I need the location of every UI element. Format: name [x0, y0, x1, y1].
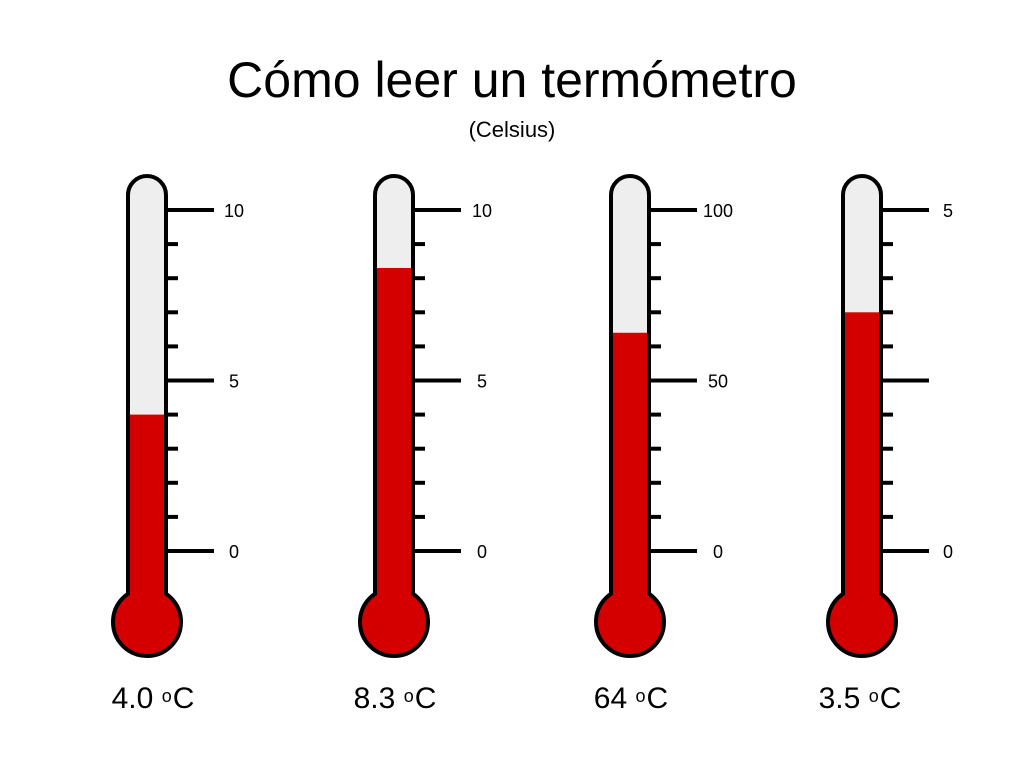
scale-label: 5 — [943, 201, 953, 221]
mercury-column — [377, 267, 411, 622]
scale-label: 0 — [229, 542, 239, 562]
reading-1: 4.0 oC — [111, 682, 195, 715]
reading-2: 8.3 oC — [353, 682, 437, 715]
thermometer-bulb — [111, 586, 183, 658]
reading-3: 64 oC — [593, 682, 669, 715]
scale-label: 5 — [229, 372, 239, 392]
page-subtitle: (Celsius) — [468, 117, 556, 142]
thermometer-2: 10 5 0 — [358, 174, 492, 658]
scale-label: 50 — [708, 372, 728, 392]
bulb-neck — [130, 584, 164, 596]
scale-label: 0 — [713, 542, 723, 562]
reading-4: 3.5 oC — [818, 682, 902, 715]
scale-label: 0 — [943, 542, 953, 562]
thermometer-1: 10 5 0 — [111, 174, 244, 658]
scale-label: 10 — [224, 201, 244, 221]
thermometer-4: 50 — [826, 174, 953, 658]
bulb-neck — [845, 584, 879, 596]
thermometer-bulb — [826, 586, 898, 658]
thermometer-bulb — [594, 586, 666, 658]
bulb-neck — [377, 584, 411, 596]
scale-label: 5 — [477, 372, 487, 392]
page-title: Cómo leer un termómetro — [227, 52, 797, 108]
thermometer-3: 100 50 0 — [594, 174, 733, 658]
bulb-neck — [613, 584, 647, 596]
thermometer-bulb — [358, 586, 430, 658]
scale-label: 0 — [477, 542, 487, 562]
scale-label: 10 — [472, 201, 492, 221]
mercury-column — [845, 312, 879, 622]
scale-label: 100 — [703, 201, 733, 221]
mercury-column — [613, 332, 647, 622]
